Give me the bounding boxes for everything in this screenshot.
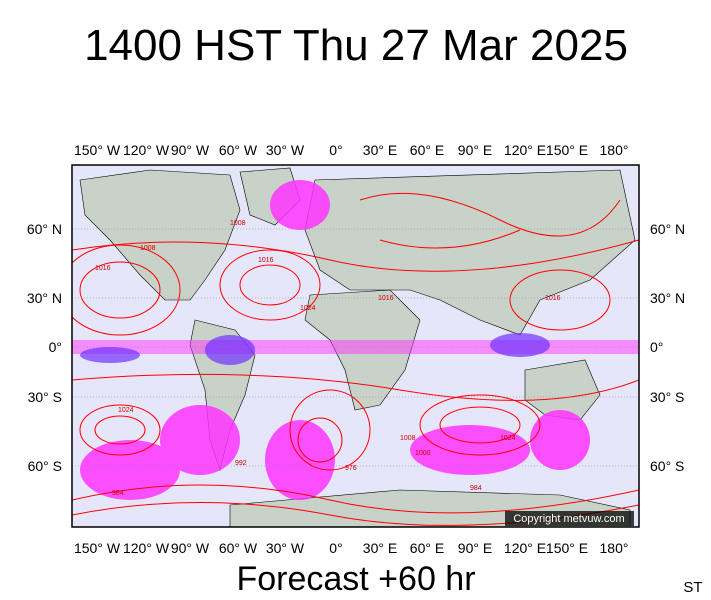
latitude-label: 60° S [28, 458, 62, 474]
latitude-label: 30° N [650, 290, 685, 306]
longitude-label: 90° E [458, 540, 492, 556]
latitude-label: 30° S [28, 389, 62, 405]
longitude-label: 120° E [504, 142, 546, 158]
title: 1400 HST Thu 27 Mar 2025 [84, 21, 628, 70]
longitude-label: 150° W [74, 142, 121, 158]
longitude-label: 90° E [458, 142, 492, 158]
copyright: Copyright metvuw.com [513, 513, 624, 525]
longitude-label: 0° [329, 540, 342, 556]
latitude-label: 0° [49, 339, 62, 355]
latitude-label: 30° S [650, 389, 684, 405]
longitude-label: 150° W [74, 540, 121, 556]
longitude-label: 90° W [171, 540, 210, 556]
longitude-label: 60° E [410, 540, 444, 556]
contour-label: 984 [112, 490, 124, 497]
longitude-label: 90° W [171, 142, 210, 158]
longitude-label: 30° E [363, 540, 397, 556]
contour-label: 984 [470, 485, 482, 492]
longitude-label: 150° E [546, 540, 588, 556]
longitude-label: 60° E [410, 142, 444, 158]
latitude-label: 60° N [27, 221, 62, 237]
contour-label: 976 [345, 465, 357, 472]
latitude-label: 60° N [650, 221, 685, 237]
contour-label: 992 [235, 460, 247, 467]
longitude-label: 0° [329, 142, 342, 158]
longitude-label: 120° E [504, 540, 546, 556]
longitude-label: 30° W [266, 540, 305, 556]
contour-label: 1024 [118, 407, 134, 414]
map-area: 1008 1016 1024 1008 1016 1024 1016 1008 1000 992 9… [72, 165, 639, 527]
contour-label: 1024 [500, 435, 516, 442]
latitude-label: 60° S [650, 458, 684, 474]
latitude-label: 0° [650, 339, 663, 355]
contour-label: 1024 [300, 305, 316, 312]
contour-label: 1008 [140, 245, 156, 252]
contour-label: 1008 [400, 435, 416, 442]
longitude-label: 30° W [266, 142, 305, 158]
contour-label: 1016 [545, 295, 561, 302]
contour-label: 1016 [95, 265, 111, 272]
contour-label: 1000 [415, 450, 431, 457]
longitude-label: 120° W [123, 540, 170, 556]
longitude-label: 120° W [123, 142, 170, 158]
contour-label: 1016 [378, 295, 394, 302]
longitude-label: 30° E [363, 142, 397, 158]
longitude-label: 60° W [219, 540, 258, 556]
latitude-label: 30° N [27, 290, 62, 306]
footer: Forecast +60 hr [236, 560, 475, 598]
corner-label: ST [683, 579, 702, 596]
longitude-label: 180° [600, 540, 629, 556]
longitude-label: 150° E [546, 142, 588, 158]
contour-label: 1016 [258, 257, 274, 264]
longitude-label: 180° [600, 142, 629, 158]
longitude-label: 60° W [219, 142, 258, 158]
contour-label: 1008 [230, 220, 246, 227]
